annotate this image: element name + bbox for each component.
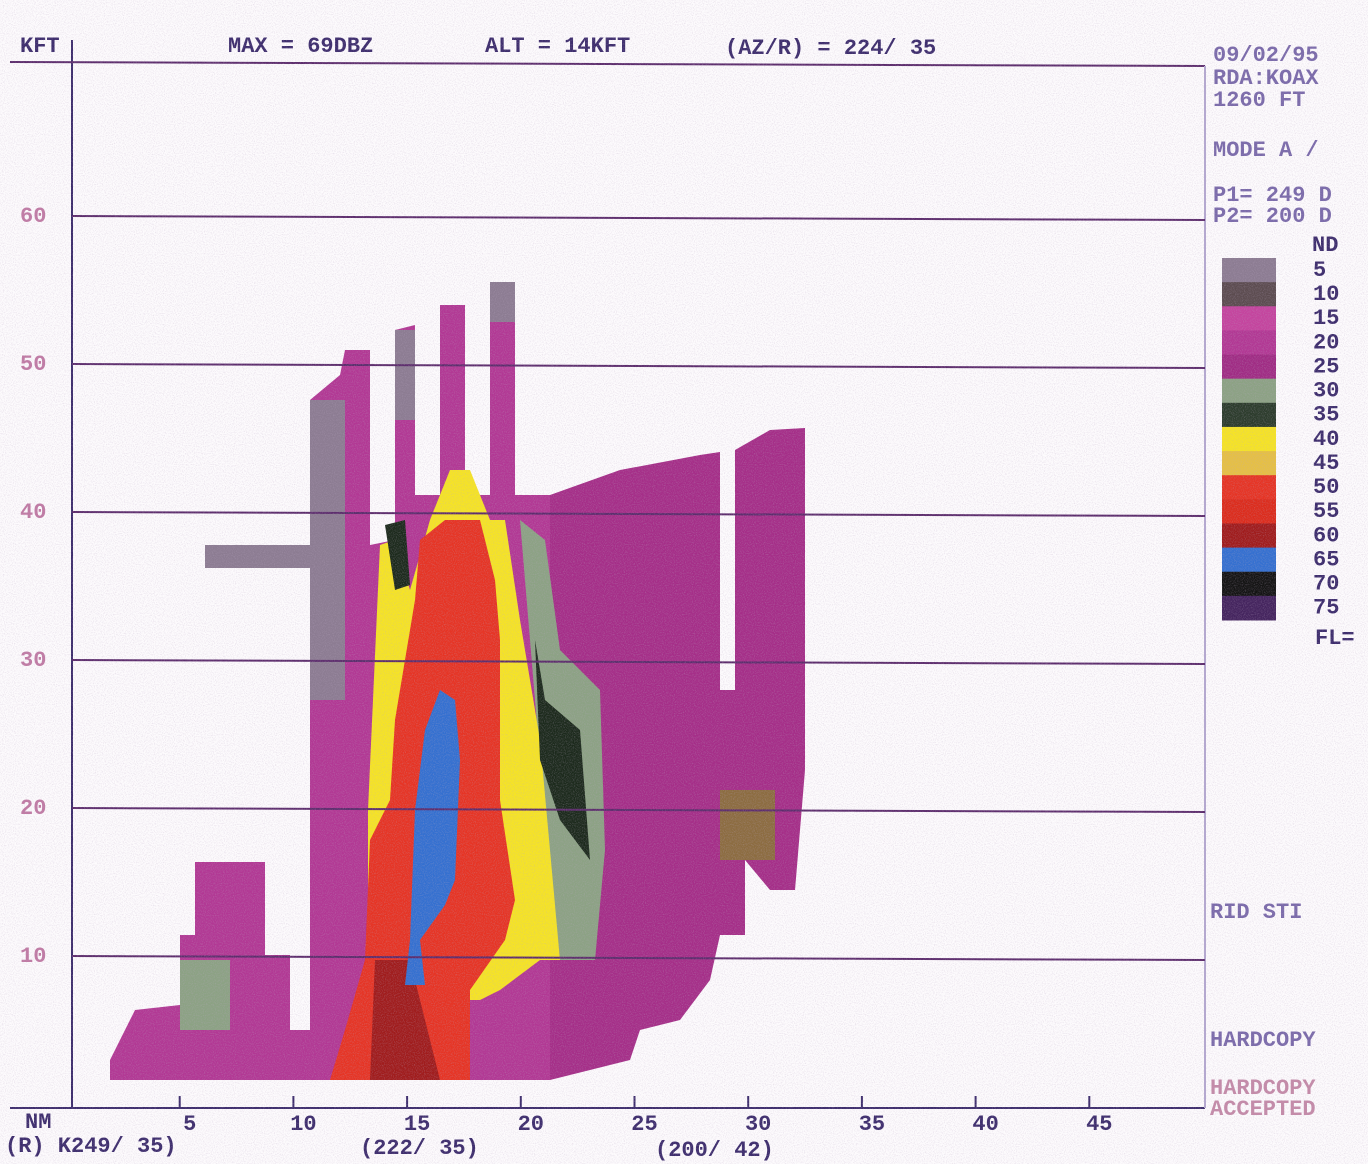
speckle (0, 0, 1368, 1164)
